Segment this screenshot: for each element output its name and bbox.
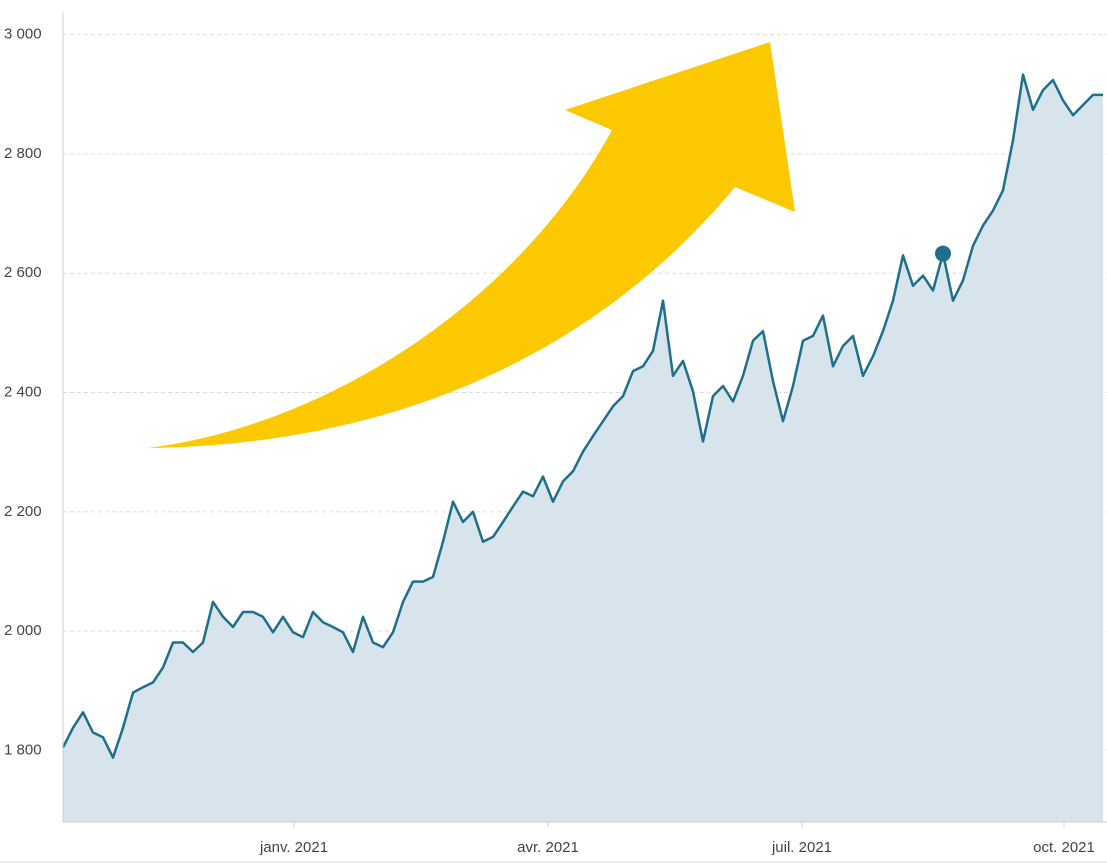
x-tick-label: avr. 2021: [517, 839, 579, 856]
price-line: [61, 73, 1103, 759]
x-tick-label: oct. 2021: [1033, 839, 1095, 856]
y-tick-label: 2 400: [4, 384, 42, 401]
y-tick-label: 3 000: [4, 26, 42, 43]
y-tick-label: 2 800: [4, 145, 42, 162]
y-tick-label: 2 200: [4, 503, 42, 520]
plot-area: 1 800 2 000 2 200 2 400 2 600 2 800 3 000 janv.…: [0, 12, 1107, 863]
y-tick-label: 2 600: [4, 264, 42, 281]
x-tick-label: janv. 2021: [259, 839, 328, 856]
area-fill: [63, 74, 1103, 823]
arrow-decoration: [148, 42, 795, 448]
highlight-point: [935, 245, 951, 262]
y-tick-label: 1 800: [4, 741, 42, 758]
y-tick-label: 2 000: [4, 622, 42, 639]
x-tick-label: juil. 2021: [771, 839, 832, 856]
